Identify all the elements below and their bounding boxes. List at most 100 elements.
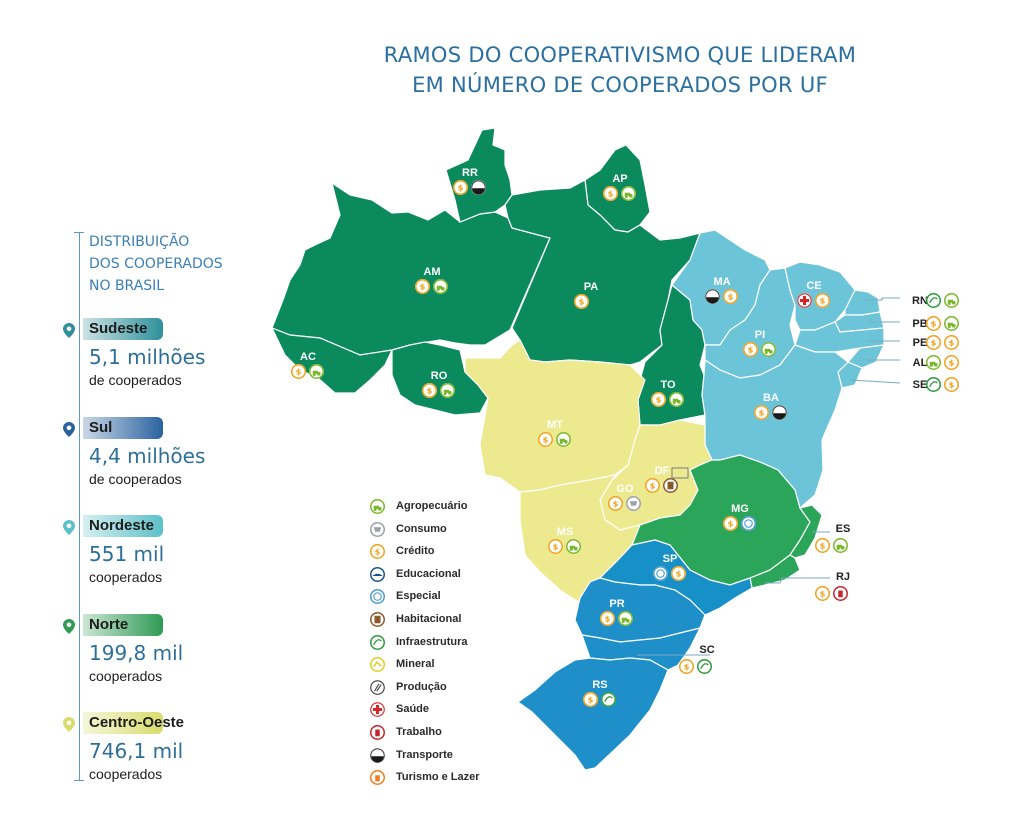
mineral-icon bbox=[370, 657, 385, 673]
leader-line-se bbox=[849, 379, 901, 384]
state-label-pr: PR $ bbox=[600, 598, 633, 626]
credito-icon: $ bbox=[944, 377, 959, 392]
legend-label: Crédito bbox=[396, 545, 435, 558]
svg-text:$: $ bbox=[588, 695, 594, 705]
region-band bbox=[83, 712, 163, 734]
svg-text:$: $ bbox=[949, 358, 955, 368]
svg-text:$: $ bbox=[296, 367, 302, 377]
state-shape-df bbox=[671, 467, 689, 479]
state-abbr: RN bbox=[912, 295, 928, 307]
state-abbr: AM bbox=[423, 266, 440, 278]
credito-icon: $ bbox=[422, 383, 437, 398]
state-label-rs: RS $ bbox=[583, 679, 616, 707]
state-shape-am bbox=[271, 181, 551, 356]
legend-item-infraestrutura: Infraestrutura bbox=[370, 633, 510, 653]
leader-lines bbox=[637, 297, 901, 656]
state-label-sp: SP $ bbox=[653, 553, 686, 581]
timeline-tick bbox=[74, 232, 84, 233]
legend-label: Turismo e Lazer bbox=[396, 771, 480, 784]
state-label-am: AM $ bbox=[415, 266, 448, 294]
region-subtitle: cooperados bbox=[89, 668, 163, 684]
transporte-icon bbox=[471, 180, 486, 195]
svg-text:$: $ bbox=[759, 408, 765, 418]
region-value: 4,4 milhões bbox=[89, 444, 206, 468]
region-subtitle: de cooperados bbox=[89, 471, 182, 487]
svg-text:$: $ bbox=[579, 297, 585, 307]
saude-icon bbox=[370, 702, 385, 718]
credito-icon: $ bbox=[944, 335, 959, 350]
legend-label: Saúde bbox=[396, 703, 430, 716]
state-label-pe: PE $ $ bbox=[913, 335, 959, 350]
svg-text:$: $ bbox=[656, 395, 662, 405]
state-abbr: MT bbox=[547, 419, 563, 431]
trabalho-icon bbox=[370, 725, 385, 740]
svg-text:$: $ bbox=[728, 519, 734, 529]
state-abbr: AL bbox=[913, 357, 928, 369]
state-label-mg: MG $ bbox=[723, 503, 756, 531]
state-label-es: ES $ bbox=[815, 523, 850, 553]
distribution-title-line: NO BRASIL bbox=[89, 278, 165, 294]
state-label-ac: AC $ bbox=[291, 351, 324, 379]
region-value: 551 mil bbox=[89, 542, 165, 566]
state-label-df: DF $ bbox=[645, 465, 678, 493]
legend-label: Trabalho bbox=[396, 726, 442, 738]
state-abbr: DF bbox=[655, 465, 670, 477]
credito-icon: $ bbox=[548, 539, 563, 554]
title-line-1: RAMOS DO COOPERATIVISMO QUE LIDERAM bbox=[383, 43, 857, 67]
credito-icon: $ bbox=[815, 586, 830, 601]
infraestrutura-icon bbox=[926, 377, 941, 392]
state-abbr: PI bbox=[755, 329, 765, 341]
credito-icon: $ bbox=[370, 544, 385, 560]
credito-icon: $ bbox=[723, 289, 738, 304]
state-shape-rs bbox=[516, 657, 669, 771]
agropecuario-icon bbox=[309, 364, 324, 379]
infraestrutura-icon bbox=[601, 692, 616, 707]
region-subtitle: cooperados bbox=[89, 569, 163, 585]
agropecuario-icon bbox=[566, 539, 581, 554]
legend-label: Agropecuário bbox=[396, 500, 468, 512]
saude-icon bbox=[797, 293, 812, 308]
state-label-go: GO $ bbox=[608, 483, 641, 511]
state-label-ap: AP $ bbox=[603, 173, 636, 201]
state-abbr: MS bbox=[557, 526, 574, 538]
agropecuario-icon bbox=[440, 383, 455, 398]
especial-icon bbox=[370, 589, 385, 605]
legend-item-saude: Saúde bbox=[370, 700, 510, 720]
credito-icon: $ bbox=[754, 405, 769, 420]
agropecuario-icon bbox=[621, 186, 636, 201]
legend-label: Mineral bbox=[396, 658, 435, 671]
agropecuario-icon bbox=[944, 293, 959, 308]
consumo-icon bbox=[626, 496, 641, 511]
credito-icon: $ bbox=[815, 538, 830, 553]
state-abbr: CE bbox=[806, 280, 821, 292]
credito-icon: $ bbox=[574, 294, 589, 309]
credito-icon: $ bbox=[600, 611, 615, 626]
credito-icon: $ bbox=[291, 364, 306, 379]
region-name: Nordeste bbox=[89, 517, 155, 534]
infraestrutura-icon bbox=[926, 293, 941, 308]
credito-icon: $ bbox=[679, 659, 694, 674]
agropecuario-icon bbox=[926, 355, 941, 370]
turismo-icon bbox=[370, 770, 385, 786]
region-name: Norte bbox=[89, 616, 129, 633]
region-band bbox=[83, 515, 163, 537]
svg-text:$: $ bbox=[820, 541, 826, 551]
state-label-se: SE $ bbox=[913, 377, 959, 392]
location-pin-icon bbox=[63, 520, 75, 535]
state-abbr: SC bbox=[699, 644, 714, 656]
legend-item-educacional: Educacional bbox=[370, 565, 510, 585]
distribution-title: DISTRIBUIÇÃO DOS COOPERADOS NO BRASIL bbox=[89, 231, 223, 297]
credito-icon: $ bbox=[944, 355, 959, 370]
agropecuario-icon bbox=[433, 279, 448, 294]
credito-icon: $ bbox=[815, 293, 830, 308]
state-abbr: PE bbox=[913, 337, 928, 349]
credito-icon: $ bbox=[603, 186, 618, 201]
trabalho-icon bbox=[833, 586, 848, 601]
svg-text:$: $ bbox=[375, 547, 381, 557]
legend-item-credito: $ Crédito bbox=[370, 542, 510, 562]
credito-icon: $ bbox=[671, 566, 686, 581]
legend-label: Produção bbox=[396, 680, 447, 693]
legend-label: Infraestrutura bbox=[396, 635, 468, 648]
svg-text:$: $ bbox=[820, 589, 826, 599]
